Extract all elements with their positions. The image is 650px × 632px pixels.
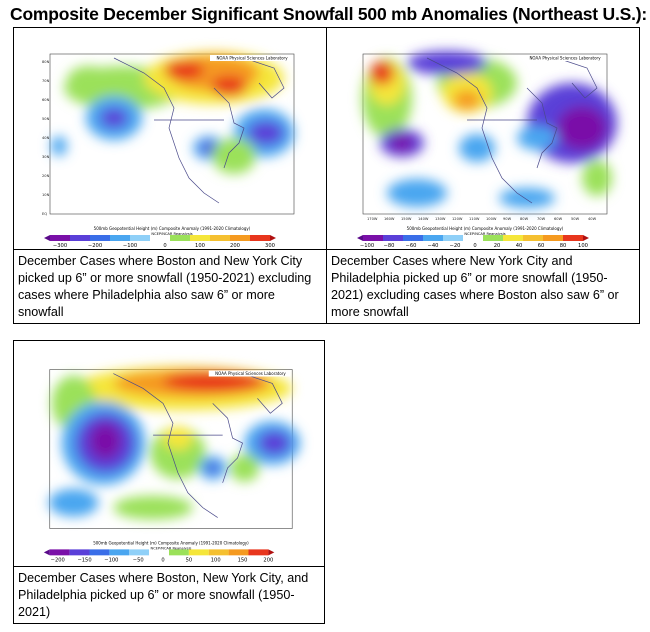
svg-text:80W: 80W (520, 217, 529, 221)
svg-text:−150: −150 (77, 557, 91, 563)
panel-1-anomaly-fill (51, 52, 294, 174)
svg-text:40: 40 (516, 243, 523, 249)
svg-text:200: 200 (263, 557, 273, 563)
panel-2-map-credit: NCEP/NCAR Reanalysis (464, 232, 505, 236)
svg-text:140W: 140W (418, 217, 429, 221)
svg-text:20N: 20N (42, 174, 50, 178)
svg-text:−200: −200 (88, 243, 102, 249)
page-title: Composite December Significant Snowfall … (10, 4, 648, 24)
bottom-panel-table: NOAA Physical Sciences Laboratory 500mb … (13, 340, 325, 624)
panel-2-map-subtitle: 500mb Geopotential Height (m) Composite … (407, 226, 564, 231)
svg-text:120W: 120W (452, 217, 463, 221)
svg-text:50: 50 (186, 557, 193, 563)
svg-text:130W: 130W (435, 217, 446, 221)
svg-text:100: 100 (211, 557, 221, 563)
panel-1-coastlines (113, 57, 285, 204)
svg-text:−20: −20 (450, 243, 461, 249)
svg-text:0: 0 (473, 243, 476, 249)
svg-text:−100: −100 (123, 243, 137, 249)
panel-2-coastlines (426, 57, 598, 204)
panel-3-anomaly-fill (48, 366, 301, 520)
svg-text:300: 300 (265, 243, 275, 249)
top-panel-table: NOAA Physical Sciences Laboratory 80N 70… (13, 27, 640, 324)
svg-text:200: 200 (230, 243, 240, 249)
panel-2-map-cell: NOAA Physical Sciences Laboratory 170W 1… (326, 27, 640, 250)
svg-text:−100: −100 (360, 243, 374, 249)
svg-text:−100: −100 (104, 557, 118, 563)
panel-3-caption: December Cases where Boston, New York Ci… (13, 566, 325, 624)
panel-1-caption: December Cases where Boston and New York… (13, 249, 327, 324)
panel-1-colorbar (44, 235, 276, 241)
svg-text:−300: −300 (53, 243, 67, 249)
svg-text:170W: 170W (367, 217, 378, 221)
svg-text:90W: 90W (503, 217, 512, 221)
svg-text:50W: 50W (571, 217, 580, 221)
panel-3-colorbar-labels: −200 −150 −100 −50 0 50 100 150 200 (51, 557, 274, 563)
svg-text:60N: 60N (42, 98, 50, 102)
svg-text:110W: 110W (469, 217, 480, 221)
svg-text:20: 20 (494, 243, 501, 249)
svg-text:−60: −60 (406, 243, 417, 249)
panel-2-colorbar (357, 235, 589, 241)
svg-text:80N: 80N (42, 60, 50, 64)
svg-text:−80: −80 (384, 243, 395, 249)
svg-text:50N: 50N (42, 117, 50, 121)
panel-2-lon-labels: 170W 160W 150W 140W 130W 120W 110W 100W … (367, 217, 597, 221)
panel-3-coastlines (113, 373, 283, 518)
svg-text:0: 0 (161, 557, 164, 563)
svg-text:60W: 60W (554, 217, 563, 221)
svg-text:80: 80 (560, 243, 567, 249)
panel-3-map-subtitle: 500mb Geopotential Height (m) Composite … (93, 540, 249, 545)
svg-text:150: 150 (238, 557, 248, 563)
svg-text:0: 0 (163, 243, 166, 249)
panel-3-map-cell: NOAA Physical Sciences Laboratory 500mb … (13, 340, 325, 567)
panel-3-anomaly-map: NOAA Physical Sciences Laboratory 500mb … (43, 366, 301, 563)
panel-1-map-subtitle: 500mb Geopotential Height (m) Composite … (94, 226, 251, 231)
panel-2-anomaly-fill (362, 51, 617, 208)
panel-1-colorbar-labels: −300 −200 −100 0 100 200 300 (53, 243, 275, 249)
panel-1-map-header: NOAA Physical Sciences Laboratory (216, 56, 288, 61)
svg-text:100: 100 (578, 243, 588, 249)
svg-text:40N: 40N (42, 136, 50, 140)
panel-1-anomaly-map: NOAA Physical Sciences Laboratory 80N 70… (42, 52, 295, 249)
panel-1-map-credit: NCEP/NCAR Reanalysis (151, 232, 192, 236)
svg-text:70W: 70W (537, 217, 546, 221)
panel-3-colorbar (43, 549, 275, 556)
panel-2-anomaly-map: NOAA Physical Sciences Laboratory 170W 1… (357, 51, 617, 249)
svg-text:EQ: EQ (42, 212, 47, 216)
svg-text:60: 60 (538, 243, 545, 249)
svg-text:−50: −50 (133, 557, 144, 563)
panel-3-map-header: NOAA Physical Sciences Laboratory (215, 371, 286, 376)
svg-text:160W: 160W (384, 217, 395, 221)
svg-text:10N: 10N (42, 193, 50, 197)
svg-text:70N: 70N (42, 79, 50, 83)
panel-2-map-header: NOAA Physical Sciences Laboratory (529, 56, 601, 61)
panel-2-colorbar-labels: −100 −80 −60 −40 −20 0 20 40 60 80 100 (360, 243, 588, 249)
panel-1-map-cell: NOAA Physical Sciences Laboratory 80N 70… (13, 27, 327, 250)
panel-3-map-credit: NCEP/NCAR Reanalysis (151, 546, 192, 550)
svg-text:−40: −40 (428, 243, 439, 249)
svg-text:100: 100 (195, 243, 205, 249)
svg-text:150W: 150W (401, 217, 412, 221)
panel-2-caption: December Cases where New York City and P… (326, 249, 640, 324)
svg-text:30N: 30N (42, 155, 50, 159)
svg-text:−200: −200 (51, 557, 65, 563)
panel-1-lat-labels: 80N 70N 60N 50N 40N 30N 20N 10N EQ (42, 60, 50, 216)
svg-text:40W: 40W (588, 217, 597, 221)
svg-text:100W: 100W (486, 217, 497, 221)
